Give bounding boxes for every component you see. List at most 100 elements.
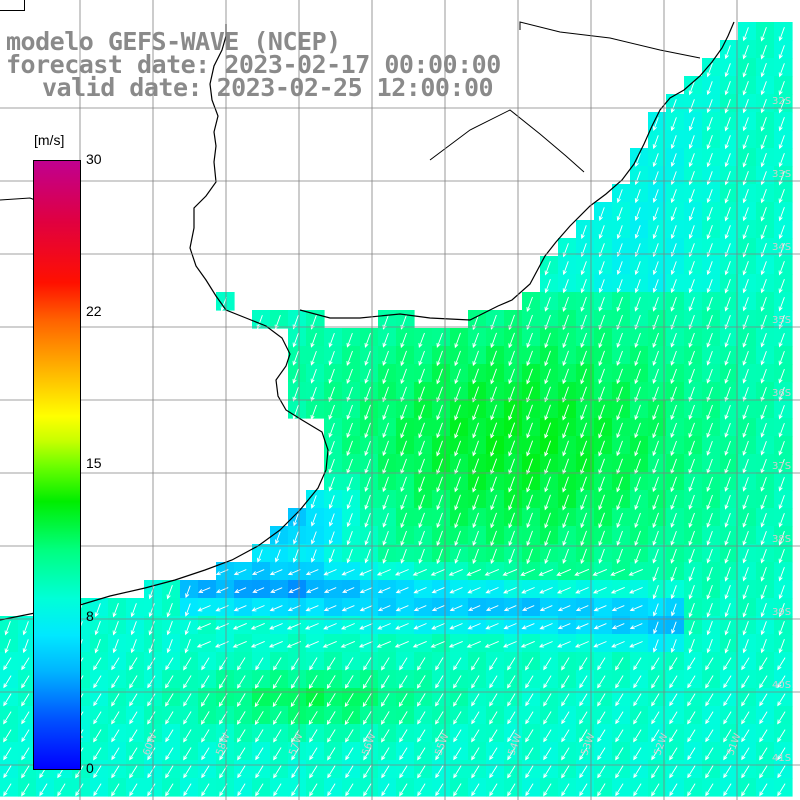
wind-arrow (634, 404, 641, 421)
wind-arrow (418, 548, 425, 564)
wind-arrow (269, 623, 283, 630)
wind-arrow (741, 711, 750, 725)
wind-arrow (575, 623, 589, 630)
wind-arrow (742, 153, 749, 168)
wind-arrow (201, 765, 210, 779)
wind-cell (180, 670, 199, 689)
wind-arrow (579, 783, 588, 797)
forecast-date: forecast date: 2023-02-17 00:00:00 (6, 50, 501, 79)
wind-arrow (381, 675, 390, 689)
wind-arrow (634, 422, 641, 439)
wind-arrow (760, 603, 767, 618)
wind-arrow (580, 225, 587, 240)
wind-arrow (705, 711, 714, 725)
wind-arrow (290, 711, 300, 726)
wind-arrow (364, 350, 371, 366)
wind-arrow (724, 135, 731, 150)
wind-arrow (759, 765, 768, 779)
wind-arrow (724, 296, 731, 312)
wind-arrow (777, 711, 786, 725)
wind-arrow (400, 422, 407, 439)
wind-arrow (688, 494, 695, 510)
wind-arrow (706, 171, 713, 186)
wind-arrow (400, 530, 407, 547)
wind-arrow (471, 711, 480, 725)
wind-arrow (670, 512, 677, 528)
wind-arrow (526, 494, 533, 511)
wind-arrow (346, 368, 353, 384)
wind-arrow (328, 332, 335, 348)
wind-arrow (724, 639, 731, 654)
wind-arrow (670, 404, 677, 421)
wind-arrow (724, 566, 731, 582)
wind-arrow (346, 440, 353, 457)
wind-arrow (544, 296, 551, 312)
wind-arrow (200, 693, 210, 707)
wind-arrow (449, 605, 463, 612)
latitude-label: 35S (772, 315, 791, 326)
colorbar-tick-30: 30 (86, 151, 102, 167)
wind-arrow (346, 386, 353, 402)
wind-arrow (651, 693, 660, 707)
wind-arrow (454, 368, 461, 385)
wind-arrow (688, 350, 695, 366)
wind-arrow (616, 207, 623, 222)
wind-arrow (580, 440, 588, 457)
wind-arrow (760, 621, 767, 636)
wind-arrow (616, 440, 623, 457)
wind-arrow (778, 261, 785, 276)
wind-arrow (275, 531, 281, 545)
wind-arrow (580, 350, 587, 367)
wind-arrow (472, 422, 479, 439)
wind-arrow (346, 332, 353, 348)
wind-arrow (706, 63, 713, 78)
wind-arrow (742, 386, 749, 402)
wind-arrow (400, 350, 407, 367)
wind-arrow (453, 693, 462, 707)
wind-arrow (616, 189, 623, 204)
wind-arrow (237, 747, 246, 761)
wind-arrow (742, 297, 749, 312)
wind-arrow (687, 657, 696, 671)
wind-arrow (305, 605, 319, 612)
wind-arrow (778, 477, 785, 492)
wind-arrow (112, 621, 119, 636)
wind-arrow (543, 657, 552, 671)
wind-arrow (543, 765, 552, 779)
wind-arrow (255, 729, 264, 743)
wind-arrow (538, 641, 553, 648)
latitude-label: 38S (772, 534, 791, 545)
wind-arrow (232, 622, 247, 630)
wind-arrow (688, 422, 695, 439)
wind-arrow (688, 297, 695, 312)
wind-arrow (616, 494, 623, 511)
wind-arrow (237, 675, 246, 689)
wind-arrow (652, 279, 659, 293)
wind-arrow (724, 171, 731, 186)
wind-arrow (310, 386, 317, 402)
wind-arrow (688, 567, 695, 582)
wind-arrow (759, 675, 768, 689)
wind-arrow (472, 368, 479, 385)
wind-arrow (201, 783, 210, 797)
wind-arrow (778, 368, 785, 384)
wind-arrow (358, 640, 373, 648)
wind-arrow (418, 404, 425, 421)
wind-arrow (543, 747, 552, 761)
wind-arrow (201, 747, 210, 761)
wind-arrow (166, 603, 173, 618)
wind-arrow (777, 657, 786, 671)
wind-arrow (562, 512, 569, 529)
wind-arrow (778, 422, 785, 438)
wind-arrow (398, 711, 408, 725)
wind-arrow (580, 404, 587, 421)
wind-arrow (616, 261, 623, 275)
wind-arrow (598, 422, 606, 439)
wind-arrow (382, 332, 389, 348)
latitude-labels: 32S 33S 34S 35S 36S 37S 38S 39S 40S 41S (772, 96, 791, 764)
wind-arrow (508, 530, 515, 547)
wind-arrow (166, 639, 173, 654)
wind-arrow (418, 386, 425, 403)
wind-arrow (454, 548, 461, 564)
wind-arrow (760, 189, 767, 204)
